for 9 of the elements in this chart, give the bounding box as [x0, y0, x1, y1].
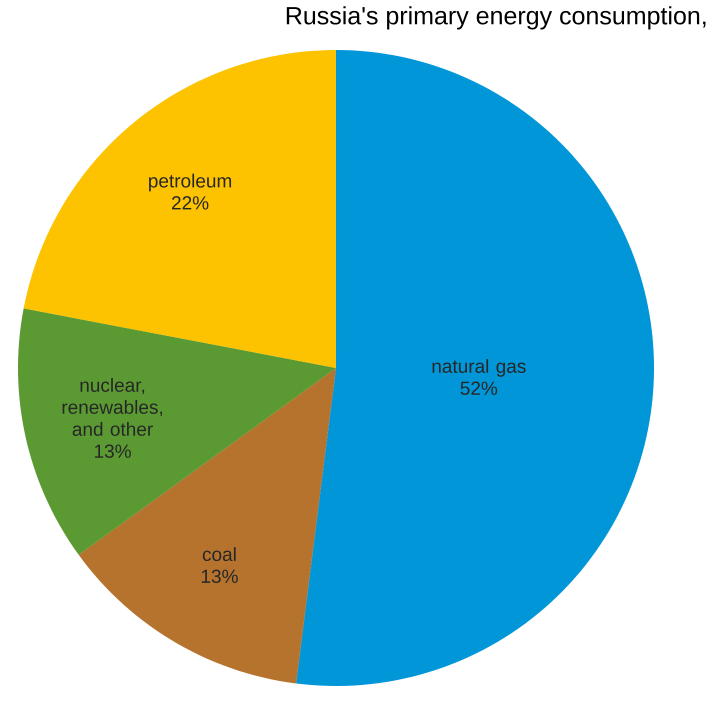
slice-label: coal: [202, 547, 236, 562]
data-label: 13%: [94, 444, 131, 458]
slice-label: nuclear, renewables, and other: [62, 378, 162, 436]
data-label: 22%: [172, 196, 208, 210]
data-label: 13%: [202, 570, 238, 584]
chart-title: Russia's primary energy consumption,: [286, 6, 706, 30]
data-label: 52%: [460, 382, 498, 395]
slice-label: natural gas: [432, 359, 526, 377]
slice-label: petroleum: [149, 174, 232, 192]
